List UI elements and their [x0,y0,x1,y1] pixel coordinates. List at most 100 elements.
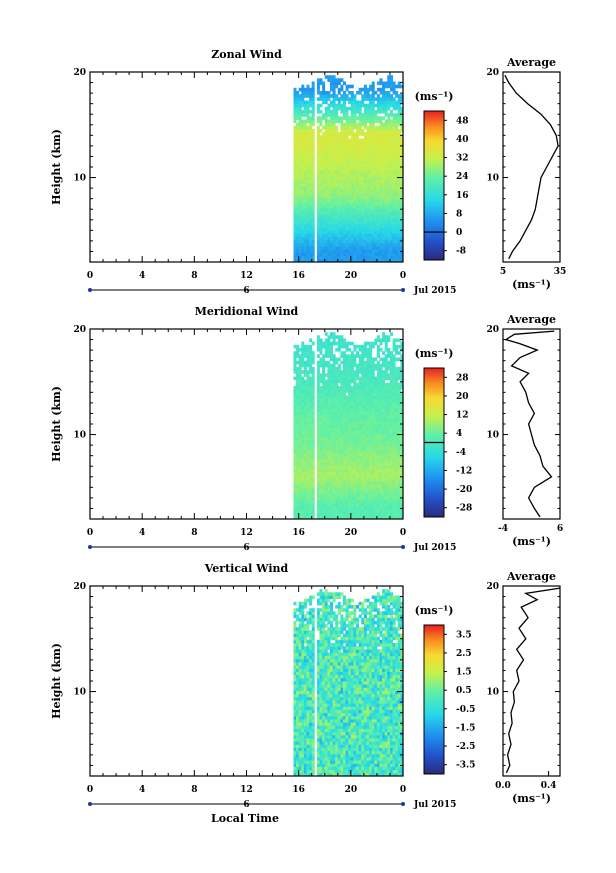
heatmap-cell [319,376,323,381]
heatmap-cell [369,481,373,485]
heatmap-cell [337,446,341,450]
heatmap-cell [363,119,367,124]
heatmap-cell [348,160,352,165]
heatmap-cell [340,408,344,412]
heatmap-cell [306,233,310,238]
heatmap-cell [363,386,367,390]
heatmap-cell [363,471,367,476]
heatmap-cell [379,417,383,422]
heatmap-cell [392,392,396,396]
heatmap-cell [324,465,328,469]
heatmap-cell [397,103,401,108]
heatmap-cell [293,662,297,666]
heatmap-cell [397,392,401,396]
heatmap-cell [400,398,404,403]
heatmap-cell [400,227,404,231]
heatmap-cell [379,471,383,476]
heatmap-cell [301,728,305,733]
heatmap-cell [348,148,352,152]
heatmap-cell [298,348,302,352]
heatmap-cell [400,436,404,441]
heatmap-cell [337,148,341,152]
heatmap-cell [376,405,380,409]
heatmap-cell [348,496,352,501]
heatmap-cell [311,424,315,428]
heatmap-cell [353,389,357,393]
heatmap-cell [296,722,300,726]
heatmap-cell [309,148,313,152]
heatmap-cell [345,236,349,241]
heatmap-cell [324,154,328,158]
heatmap-cell [306,106,310,111]
heatmap-cell [316,487,320,491]
average-y-tick-label: 20 [486,68,499,78]
heatmap-cell [374,452,378,457]
heatmap-cell [298,230,302,234]
heatmap-cell [327,405,331,409]
heatmap-cell [350,227,354,231]
heatmap-cell [309,122,313,127]
heatmap-cell [296,439,300,444]
heatmap-cell [340,192,344,196]
heatmap-cell [324,182,328,187]
heatmap-cell [350,141,354,146]
heatmap-cell [311,91,315,95]
heatmap-cell [363,84,367,89]
heatmap-cell [337,477,341,482]
heatmap-cell [340,506,344,510]
heatmap-cell [319,500,323,504]
heatmap-cell [293,624,297,628]
heatmap-cell [311,100,315,105]
heatmap-cell [335,78,339,82]
heatmap-cell [350,439,354,444]
heatmap-cell [340,474,344,479]
heatmap-cell [358,201,362,206]
heatmap-cell [350,465,354,469]
heatmap-cell [343,176,346,181]
heatmap-cell [298,700,302,704]
heatmap-cell [340,427,344,431]
heatmap-cell [296,436,300,441]
heatmap-cell [298,449,302,453]
heatmap-cell [343,252,346,257]
heatmap-cell [303,113,307,117]
heatmap-cell [397,214,401,219]
heatmap-cell [309,255,313,260]
heatmap-cell [340,462,344,466]
heatmap-cell [379,135,383,139]
x-tick-label: 20 [345,271,358,281]
heatmap-cell [350,122,354,127]
heatmap-cell [384,154,388,158]
heatmap-cell [319,122,323,127]
heatmap-cell [319,94,323,98]
heatmap-cell [345,474,349,479]
heatmap-cell [348,348,352,352]
heatmap-cell [319,395,323,400]
heatmap-cell [384,471,388,476]
heatmap-cell [301,455,305,460]
heatmap-cell [296,163,300,168]
heatmap-cell [316,154,320,158]
heatmap-cell [301,84,305,89]
heatmap-cell [296,129,300,133]
heatmap-cell [382,452,386,457]
heatmap-cell [309,246,313,250]
heatmap-cell [332,509,336,514]
heatmap-cell [382,132,386,136]
heatmap-cell [324,141,328,146]
heatmap-cell [330,243,333,247]
heatmap-cell [293,233,297,238]
heatmap-cell [369,455,373,460]
heatmap-cell [335,503,339,507]
heatmap-cell [358,214,362,219]
heatmap-cell [363,220,367,225]
heatmap-cell [340,129,344,133]
heatmap-cell [361,443,365,447]
heatmap-cell [379,401,383,406]
heatmap-cell [301,490,305,495]
heatmap-cell [353,144,357,149]
heatmap-cell [392,81,396,86]
heatmap-cell [384,477,388,482]
heatmap-cell [356,398,359,403]
heatmap-cell [400,481,404,485]
